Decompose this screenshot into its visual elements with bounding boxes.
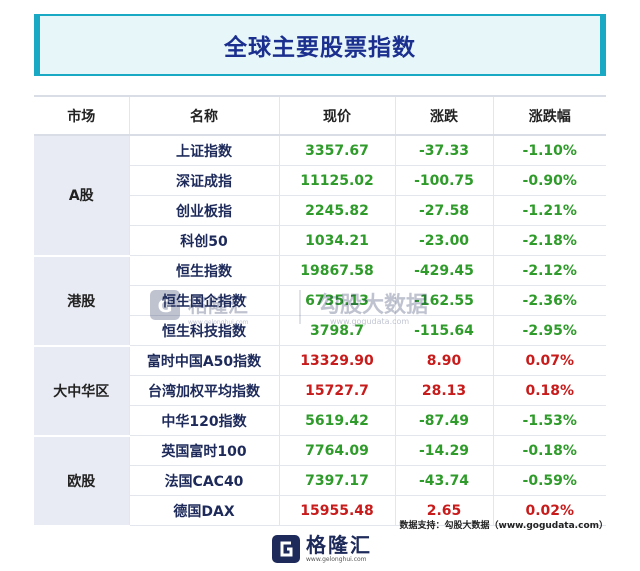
change-pct-cell: 0.07% (492, 345, 606, 376)
footer-logo-text: 格隆汇 (306, 533, 372, 557)
price-cell: 13329.90 (278, 345, 395, 376)
footer-logo: 格隆汇 www.gelonghui.com (272, 532, 372, 566)
change-cell: -23.00 (394, 225, 493, 256)
column-header-change: 涨跌 (394, 95, 493, 136)
table-row: 恒生科技指数 3798.7 -115.64 -2.95% (34, 315, 606, 346)
price-cell: 1034.21 (278, 225, 395, 256)
table-row: 深证成指 11125.02 -100.75 -0.90% (34, 165, 606, 196)
change-pct-cell: -0.59% (492, 465, 606, 496)
price-cell: 2245.82 (278, 195, 395, 226)
table-row: 港股 恒生指数 19867.58 -429.45 -2.12% (34, 255, 606, 347)
index-table: 市场 名称 现价 涨跌 涨跌幅 A股 上证指数 3357.67 -37.33 -1.10… (34, 95, 606, 527)
index-name-cell: 德国DAX (128, 495, 279, 526)
column-header-change-pct: 涨跌幅 (492, 95, 606, 136)
index-name-cell: 上证指数 (128, 135, 279, 166)
market-cell: A股 (34, 135, 129, 257)
table-row: 德国DAX 15955.48 2.65 0.02% (34, 495, 606, 526)
change-pct-cell: -0.90% (492, 165, 606, 196)
change-pct-cell: -2.18% (492, 225, 606, 256)
change-pct-cell: -1.21% (492, 195, 606, 226)
market-cell: 港股 (34, 255, 129, 347)
price-cell: 3798.7 (278, 315, 395, 346)
table-row: A股 上证指数 3357.67 -37.33 -1.10% (34, 135, 606, 257)
index-name-cell: 恒生国企指数 (128, 285, 279, 316)
change-pct-cell: -2.36% (492, 285, 606, 316)
gelonghui-logo-icon (272, 535, 300, 563)
price-cell: 15727.7 (278, 375, 395, 406)
index-name-cell: 英国富时100 (128, 435, 279, 466)
index-name-cell: 科创50 (128, 225, 279, 256)
column-header-name: 名称 (128, 95, 279, 136)
change-cell: -115.64 (394, 315, 493, 346)
table-header-row: 市场 名称 现价 涨跌 涨跌幅 (34, 95, 606, 136)
price-cell: 7764.09 (278, 435, 395, 466)
table-row: 台湾加权平均指数 15727.7 28.13 0.18% (34, 375, 606, 406)
change-pct-cell: -2.95% (492, 315, 606, 346)
column-header-price: 现价 (278, 95, 395, 136)
footer-logo-sub: www.gelonghui.com (306, 556, 367, 563)
price-cell: 3357.67 (278, 135, 395, 166)
title-banner: 全球主要股票指数 (34, 14, 606, 76)
table-row: 法国CAC40 7397.17 -43.74 -0.59% (34, 465, 606, 496)
index-name-cell: 创业板指 (128, 195, 279, 226)
column-header-market: 市场 (34, 95, 129, 136)
index-name-cell: 台湾加权平均指数 (128, 375, 279, 406)
price-cell: 11125.02 (278, 165, 395, 196)
index-name-cell: 中华120指数 (128, 405, 279, 436)
price-cell: 15955.48 (278, 495, 395, 526)
change-cell: -429.45 (394, 255, 493, 286)
index-name-cell: 深证成指 (128, 165, 279, 196)
table-row: 创业板指 2245.82 -27.58 -1.21% (34, 195, 606, 226)
change-cell: -14.29 (394, 435, 493, 466)
change-pct-cell: -1.10% (492, 135, 606, 166)
index-name-cell: 恒生指数 (128, 255, 279, 286)
table-row: 中华120指数 5619.42 -87.49 -1.53% (34, 405, 606, 436)
table-row: 大中华区 富时中国A50指数 13329.90 8.90 0.07% (34, 345, 606, 437)
table-row: 科创50 1034.21 -23.00 -2.18% (34, 225, 606, 256)
price-cell: 5619.42 (278, 405, 395, 436)
market-cell: 大中华区 (34, 345, 129, 437)
change-pct-cell: -0.18% (492, 435, 606, 466)
price-cell: 7397.17 (278, 465, 395, 496)
change-cell: 28.13 (394, 375, 493, 406)
table-row: 欧股 英国富时100 7764.09 -14.29 -0.18% (34, 435, 606, 527)
page-title: 全球主要股票指数 (224, 35, 416, 61)
change-cell: -87.49 (394, 405, 493, 436)
index-name-cell: 恒生科技指数 (128, 315, 279, 346)
index-name-cell: 富时中国A50指数 (128, 345, 279, 376)
change-cell: -162.55 (394, 285, 493, 316)
market-cell: 欧股 (34, 435, 129, 527)
change-pct-cell: -2.12% (492, 255, 606, 286)
index-name-cell: 法国CAC40 (128, 465, 279, 496)
source-note: 数据支持：勾股大数据（www.gogudata.com） (399, 521, 608, 531)
price-cell: 19867.58 (278, 255, 395, 286)
change-cell: -43.74 (394, 465, 493, 496)
price-cell: 6735.13 (278, 285, 395, 316)
change-pct-cell: 0.02% (492, 495, 606, 526)
table-row: 恒生国企指数 6735.13 -162.55 -2.36% (34, 285, 606, 316)
change-cell: 8.90 (394, 345, 493, 376)
change-cell: -27.58 (394, 195, 493, 226)
change-cell: -37.33 (394, 135, 493, 166)
change-cell: -100.75 (394, 165, 493, 196)
change-pct-cell: -1.53% (492, 405, 606, 436)
change-cell: 2.65 (394, 495, 493, 526)
change-pct-cell: 0.18% (492, 375, 606, 406)
